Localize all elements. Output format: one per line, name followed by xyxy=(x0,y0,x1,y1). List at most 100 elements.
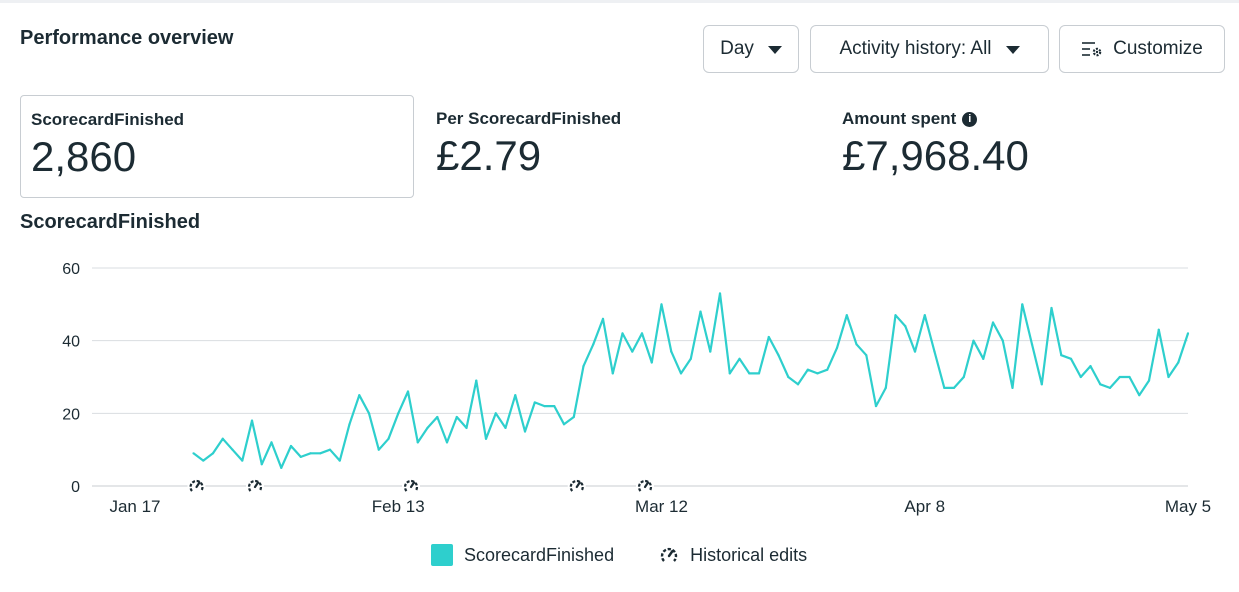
data-point xyxy=(406,390,410,393)
data-point xyxy=(621,332,624,335)
data-point xyxy=(1040,383,1043,386)
day-dropdown[interactable]: Day xyxy=(703,25,799,73)
info-icon[interactable]: i xyxy=(962,111,978,127)
data-point xyxy=(1157,328,1160,331)
data-point xyxy=(231,448,234,451)
metric-label: ScorecardFinished xyxy=(31,110,185,129)
legend-item-historical-edits[interactable]: Historical edits xyxy=(658,544,807,566)
data-point xyxy=(387,437,390,440)
data-point xyxy=(455,415,458,419)
data-point xyxy=(904,325,907,328)
data-point xyxy=(221,437,224,440)
data-point xyxy=(484,437,488,440)
metric-value: £7,968.40 xyxy=(842,132,1029,179)
data-point xyxy=(1011,386,1014,389)
data-point xyxy=(241,459,244,462)
data-point xyxy=(640,332,644,335)
data-point xyxy=(709,350,712,353)
data-point xyxy=(855,343,858,346)
data-point xyxy=(757,372,761,375)
data-point xyxy=(1050,306,1053,310)
data-point xyxy=(514,394,517,397)
metric-card-amount-spent[interactable]: Amount spent i £7,968.40 xyxy=(832,95,1226,198)
data-point xyxy=(650,361,653,364)
legend-label: ScorecardFinished xyxy=(464,544,615,565)
legend-item-scorecard-finished[interactable]: ScorecardFinished xyxy=(431,544,614,566)
data-point xyxy=(1147,379,1151,382)
y-tick-label: 40 xyxy=(62,334,80,351)
data-point xyxy=(523,430,527,433)
data-point xyxy=(611,372,614,375)
data-point xyxy=(397,412,400,415)
x-tick-label: Apr 8 xyxy=(904,497,945,516)
data-point xyxy=(211,452,215,455)
metric-value: £2.79 xyxy=(436,132,542,179)
data-point xyxy=(1138,394,1141,397)
historical-edit-marker[interactable] xyxy=(567,477,586,495)
data-point xyxy=(1060,354,1063,357)
data-point xyxy=(728,372,731,375)
data-point xyxy=(884,386,887,389)
data-point xyxy=(494,412,497,415)
customize-columns-icon xyxy=(1082,42,1102,57)
data-point xyxy=(504,426,507,429)
data-point xyxy=(250,419,254,422)
data-point xyxy=(699,310,702,313)
data-point xyxy=(445,441,449,444)
metric-label: Per ScorecardFinished xyxy=(436,109,622,128)
data-point xyxy=(358,394,361,397)
data-point xyxy=(1030,343,1034,346)
data-point xyxy=(1108,386,1112,389)
historical-edit-marker[interactable] xyxy=(187,477,206,495)
data-point xyxy=(1089,365,1092,368)
data-point xyxy=(991,321,995,324)
data-point xyxy=(1021,303,1024,306)
historical-edit-marker[interactable] xyxy=(402,477,420,495)
line-chart: 0 20 40 60 Jan 17 Feb 13 Mar 12 Apr 8 May 5 xyxy=(62,261,1211,516)
metric-label: Amount spent xyxy=(842,109,957,128)
metric-label-row: Amount spent i xyxy=(842,109,1216,129)
data-point xyxy=(670,350,673,353)
customize-label: Customize xyxy=(1113,38,1203,59)
data-point xyxy=(796,383,800,386)
caret-down-icon xyxy=(767,46,782,54)
data-point xyxy=(260,463,263,466)
data-point xyxy=(582,365,585,368)
data-point xyxy=(806,368,809,371)
data-point xyxy=(1001,339,1004,342)
data-point xyxy=(543,404,546,408)
data-point xyxy=(689,357,692,360)
data-point xyxy=(475,379,478,382)
data-point xyxy=(972,339,975,342)
data-point xyxy=(748,372,751,375)
metric-card-per-scorecard-finished[interactable]: Per ScorecardFinished £2.79 xyxy=(426,95,820,198)
activity-history-dropdown[interactable]: Activity history: All xyxy=(810,25,1049,73)
top-divider xyxy=(0,0,1239,3)
data-point xyxy=(767,335,770,339)
data-point xyxy=(962,375,965,379)
data-point xyxy=(660,303,663,306)
data-point xyxy=(338,459,341,462)
customize-button[interactable]: Customize xyxy=(1059,25,1225,73)
series-line-scorecard-finished xyxy=(192,292,1190,469)
data-point xyxy=(1118,375,1121,379)
data-point xyxy=(426,426,429,429)
y-tick-label: 0 xyxy=(71,479,80,496)
x-tick-label: Jan 17 xyxy=(109,497,160,516)
historical-edit-marker[interactable] xyxy=(636,477,654,495)
data-point xyxy=(1069,357,1073,360)
data-point xyxy=(202,459,205,462)
data-point xyxy=(280,466,283,469)
historical-edit-marker[interactable] xyxy=(246,477,264,495)
data-point xyxy=(1128,375,1131,379)
data-point xyxy=(270,441,273,444)
day-dropdown-label: Day xyxy=(720,38,754,59)
metric-card-scorecard-finished[interactable]: ScorecardFinished 2,860 xyxy=(20,95,414,198)
y-tick-label: 20 xyxy=(62,406,80,423)
data-point xyxy=(1177,361,1180,364)
data-point xyxy=(328,448,332,451)
historical-edit-icon xyxy=(660,547,678,562)
data-point xyxy=(572,415,575,419)
chart-title: ScorecardFinished xyxy=(20,211,201,233)
data-point xyxy=(377,448,380,451)
